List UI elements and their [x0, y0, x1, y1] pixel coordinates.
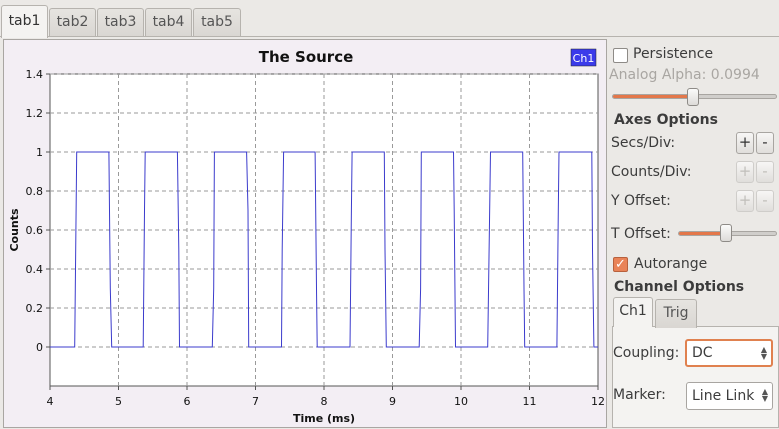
y-tick-label: 0.4: [26, 263, 44, 276]
autorange-label: Autorange: [634, 256, 708, 272]
tab-5[interactable]: tab5: [193, 8, 241, 37]
coupling-value: DC: [692, 345, 713, 361]
plot-frame: 4 5 6 7 8 9 10 11 12 0 0.2 0.4 0.6 0.8 1 1.2 1.4 The So…: [3, 39, 607, 428]
x-tick-label: 8: [321, 395, 328, 408]
analog-alpha-slider-fill: [613, 95, 694, 98]
marker-value: Line Link: [692, 388, 755, 404]
ch1-trace: [50, 151, 598, 348]
combo-arrows-icon: ▲ ▼: [760, 345, 767, 361]
channel-options-title: Channel Options: [614, 279, 745, 295]
counts-div-minus-button[interactable]: -: [756, 161, 774, 183]
tab-3[interactable]: tab3: [97, 8, 144, 37]
y-tick-label: 1.2: [26, 107, 44, 120]
secs-div-plus-button[interactable]: +: [736, 132, 754, 154]
autorange-checkbox[interactable]: ✓: [613, 257, 628, 272]
y-tick-label: 0.2: [26, 302, 44, 315]
x-axis-ticks: 4 5 6 7 8 9 10 11 12: [47, 386, 605, 408]
tab-4[interactable]: tab4: [145, 8, 192, 37]
x-tick-label: 9: [389, 395, 396, 408]
t-offset-label: T Offset:: [611, 226, 671, 242]
y-tick-label: 1.4: [26, 68, 44, 81]
y-axis-label: Counts: [8, 208, 21, 252]
secs-div-label: Secs/Div:: [611, 135, 676, 151]
time-plot[interactable]: 4 5 6 7 8 9 10 11 12 0 0.2 0.4 0.6 0.8 1 1.2 1.4 The So…: [4, 40, 608, 429]
coupling-label: Coupling:: [613, 345, 680, 361]
x-tick-label: 6: [184, 395, 191, 408]
y-axis-ticks: 0 0.2 0.4 0.6 0.8 1 1.2 1.4: [26, 68, 50, 354]
tab-1[interactable]: tab1: [1, 5, 48, 38]
x-tick-label: 11: [523, 395, 537, 408]
plot-title: The Source: [259, 48, 354, 66]
y-offset-plus-button[interactable]: +: [736, 190, 754, 212]
analog-alpha-slider-handle[interactable]: [687, 88, 699, 106]
legend-swatch: [570, 48, 597, 67]
t-offset-slider-handle[interactable]: [720, 224, 732, 242]
y-tick-label: 0.8: [26, 185, 44, 198]
x-axis-label: Time (ms): [293, 412, 355, 425]
persistence-label: Persistence: [633, 46, 714, 62]
t-offset-slider-fill: [679, 232, 728, 235]
secs-div-minus-button[interactable]: -: [756, 132, 774, 154]
x-tick-label: 7: [252, 395, 259, 408]
tab-bar: tab1 tab2 tab3 tab4 tab5: [0, 0, 779, 38]
tab-ch1[interactable]: Ch1: [613, 297, 653, 327]
x-tick-label: 5: [115, 395, 122, 408]
y-offset-label: Y Offset:: [611, 193, 671, 209]
grid-lines: [50, 73, 598, 386]
coupling-select[interactable]: DC ▲ ▼: [685, 339, 773, 367]
tab-trig[interactable]: Trig: [655, 299, 697, 328]
axes-options-title: Axes Options: [614, 112, 718, 128]
analog-alpha-label: Analog Alpha: 0.0994: [609, 67, 760, 83]
x-tick-label: 4: [47, 395, 54, 408]
y-tick-label: 0.6: [26, 224, 44, 237]
tab-2[interactable]: tab2: [49, 8, 96, 37]
marker-label: Marker:: [613, 387, 666, 403]
counts-div-plus-button[interactable]: +: [736, 161, 754, 183]
y-tick-label: 0: [36, 341, 43, 354]
y-tick-label: 1: [36, 146, 43, 159]
y-offset-minus-button[interactable]: -: [756, 190, 774, 212]
marker-select[interactable]: Line Link ▲ ▼: [686, 382, 773, 410]
counts-div-label: Counts/Div:: [611, 164, 692, 180]
x-tick-label: 10: [454, 395, 468, 408]
persistence-checkbox[interactable]: [613, 48, 628, 63]
combo-arrows-icon: ▲ ▼: [759, 387, 768, 403]
legend-label: Ch1: [573, 52, 595, 65]
x-tick-label: 12: [591, 395, 605, 408]
